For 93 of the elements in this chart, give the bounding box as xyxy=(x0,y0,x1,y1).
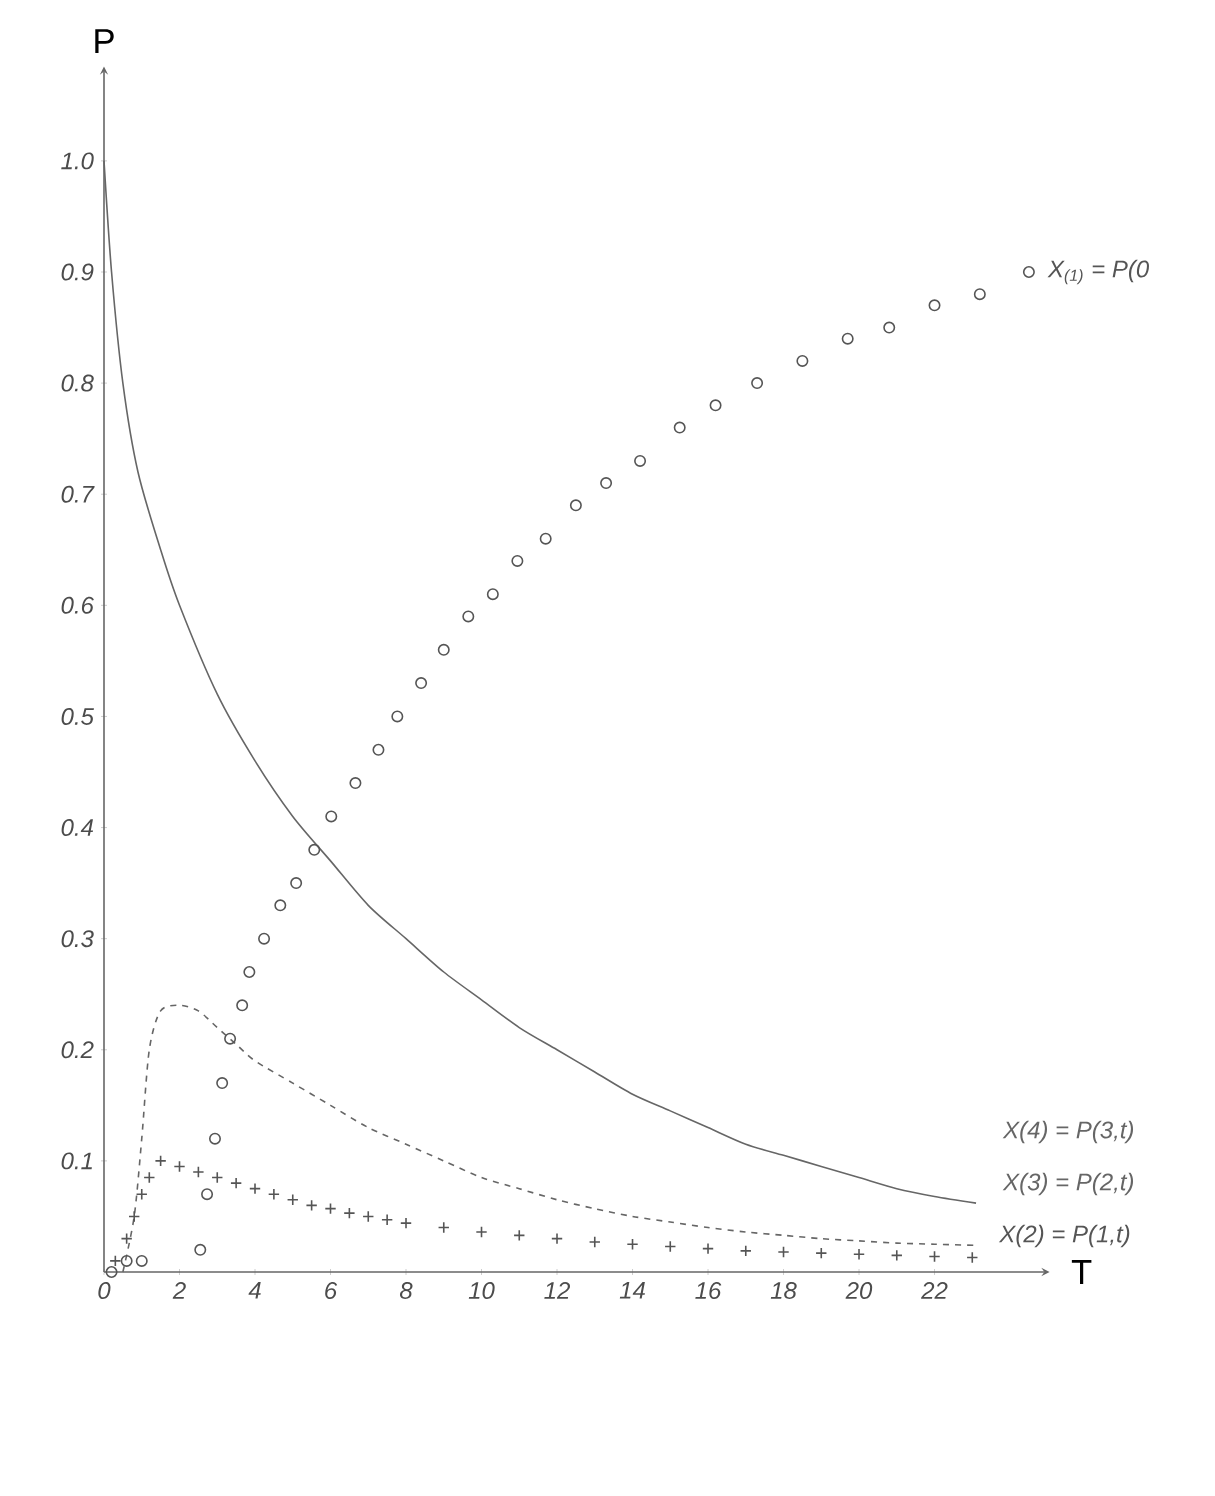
point xyxy=(551,1232,564,1245)
y-tick-label: 0.6 xyxy=(61,596,94,614)
point xyxy=(305,1199,318,1212)
point xyxy=(437,1221,450,1234)
point xyxy=(751,377,764,390)
point xyxy=(511,554,524,567)
point xyxy=(815,1247,828,1260)
point xyxy=(739,1244,752,1257)
point xyxy=(324,1202,337,1215)
text: X(3) = P(2,t) xyxy=(1002,1172,1134,1196)
y-tick-label: 0.7 xyxy=(61,485,95,503)
point xyxy=(308,843,321,856)
x-tick-label: 14 xyxy=(619,1282,645,1299)
point xyxy=(890,1249,903,1262)
point xyxy=(841,332,854,345)
point xyxy=(391,710,404,723)
point xyxy=(709,399,722,412)
point xyxy=(588,1236,601,1248)
x-tick-label: 6 xyxy=(325,1282,338,1300)
point xyxy=(120,1232,133,1245)
y-tick-label: 0.5 xyxy=(61,707,94,725)
y-tick-label: 1.0 xyxy=(61,152,94,170)
x-tick-label: 20 xyxy=(845,1282,873,1300)
point xyxy=(236,999,249,1012)
point xyxy=(128,1210,141,1223)
point xyxy=(154,1154,167,1167)
x-tick-label: 22 xyxy=(921,1282,948,1299)
point xyxy=(208,1132,221,1145)
point xyxy=(372,743,385,756)
y-tick-label: 0.2 xyxy=(61,1041,94,1059)
point xyxy=(349,777,362,790)
point xyxy=(325,810,338,823)
y-tick-label: 0.4 xyxy=(61,819,94,837)
point xyxy=(475,1226,488,1238)
text: X(4) = P(3,t) xyxy=(1002,1120,1134,1144)
point xyxy=(539,532,552,545)
point xyxy=(249,1182,261,1195)
y-tick-label: 0.3 xyxy=(61,930,94,948)
x-tick-label: 12 xyxy=(544,1282,570,1299)
x-tick-label: 2 xyxy=(172,1282,186,1299)
point xyxy=(1022,265,1035,278)
x-tick-label: 8 xyxy=(399,1282,413,1300)
point xyxy=(343,1207,356,1220)
point xyxy=(173,1160,186,1173)
point xyxy=(966,1251,979,1264)
point xyxy=(105,1266,118,1278)
point xyxy=(883,321,896,334)
point xyxy=(462,610,475,623)
point xyxy=(796,354,809,367)
x-tick-label: 4 xyxy=(248,1282,261,1299)
point xyxy=(437,643,450,656)
point xyxy=(135,1254,148,1267)
point xyxy=(194,1243,207,1256)
point xyxy=(702,1242,715,1255)
point xyxy=(274,899,287,912)
point xyxy=(109,1254,122,1267)
y-tick-label: 0.8 xyxy=(61,374,94,392)
point xyxy=(626,1238,639,1251)
point xyxy=(201,1188,214,1201)
x-axis-title: T xyxy=(1071,1260,1092,1284)
point xyxy=(513,1229,526,1242)
x-tick-label: 10 xyxy=(468,1282,495,1300)
point xyxy=(120,1254,133,1267)
y-axis-title: P xyxy=(95,29,114,53)
point xyxy=(286,1193,299,1206)
point xyxy=(600,477,613,490)
series-label: X$_{(1)}$ = P(0 xyxy=(1047,259,1149,285)
point xyxy=(928,1250,941,1263)
point xyxy=(362,1210,375,1223)
y-tick-label: 0.1 xyxy=(61,1152,92,1170)
point xyxy=(569,499,582,512)
point xyxy=(777,1246,790,1258)
x-tick-label: 18 xyxy=(770,1282,797,1300)
point xyxy=(973,288,986,301)
point xyxy=(290,877,303,890)
point xyxy=(258,932,271,945)
point xyxy=(216,1077,229,1090)
point xyxy=(192,1166,205,1178)
point xyxy=(415,677,428,690)
x-tick-label: 16 xyxy=(695,1282,722,1300)
point xyxy=(664,1240,677,1253)
point xyxy=(486,588,499,601)
point xyxy=(143,1171,156,1184)
point xyxy=(135,1188,148,1201)
point xyxy=(673,421,686,434)
point xyxy=(224,1032,237,1045)
point xyxy=(211,1171,224,1184)
series-label: X(2) = P(1,t) xyxy=(998,1224,1130,1248)
y-tick-label: 0.9 xyxy=(61,263,94,281)
point xyxy=(243,966,256,978)
point xyxy=(634,454,647,467)
point xyxy=(928,299,941,312)
x-tick-label: 0 xyxy=(98,1282,111,1300)
